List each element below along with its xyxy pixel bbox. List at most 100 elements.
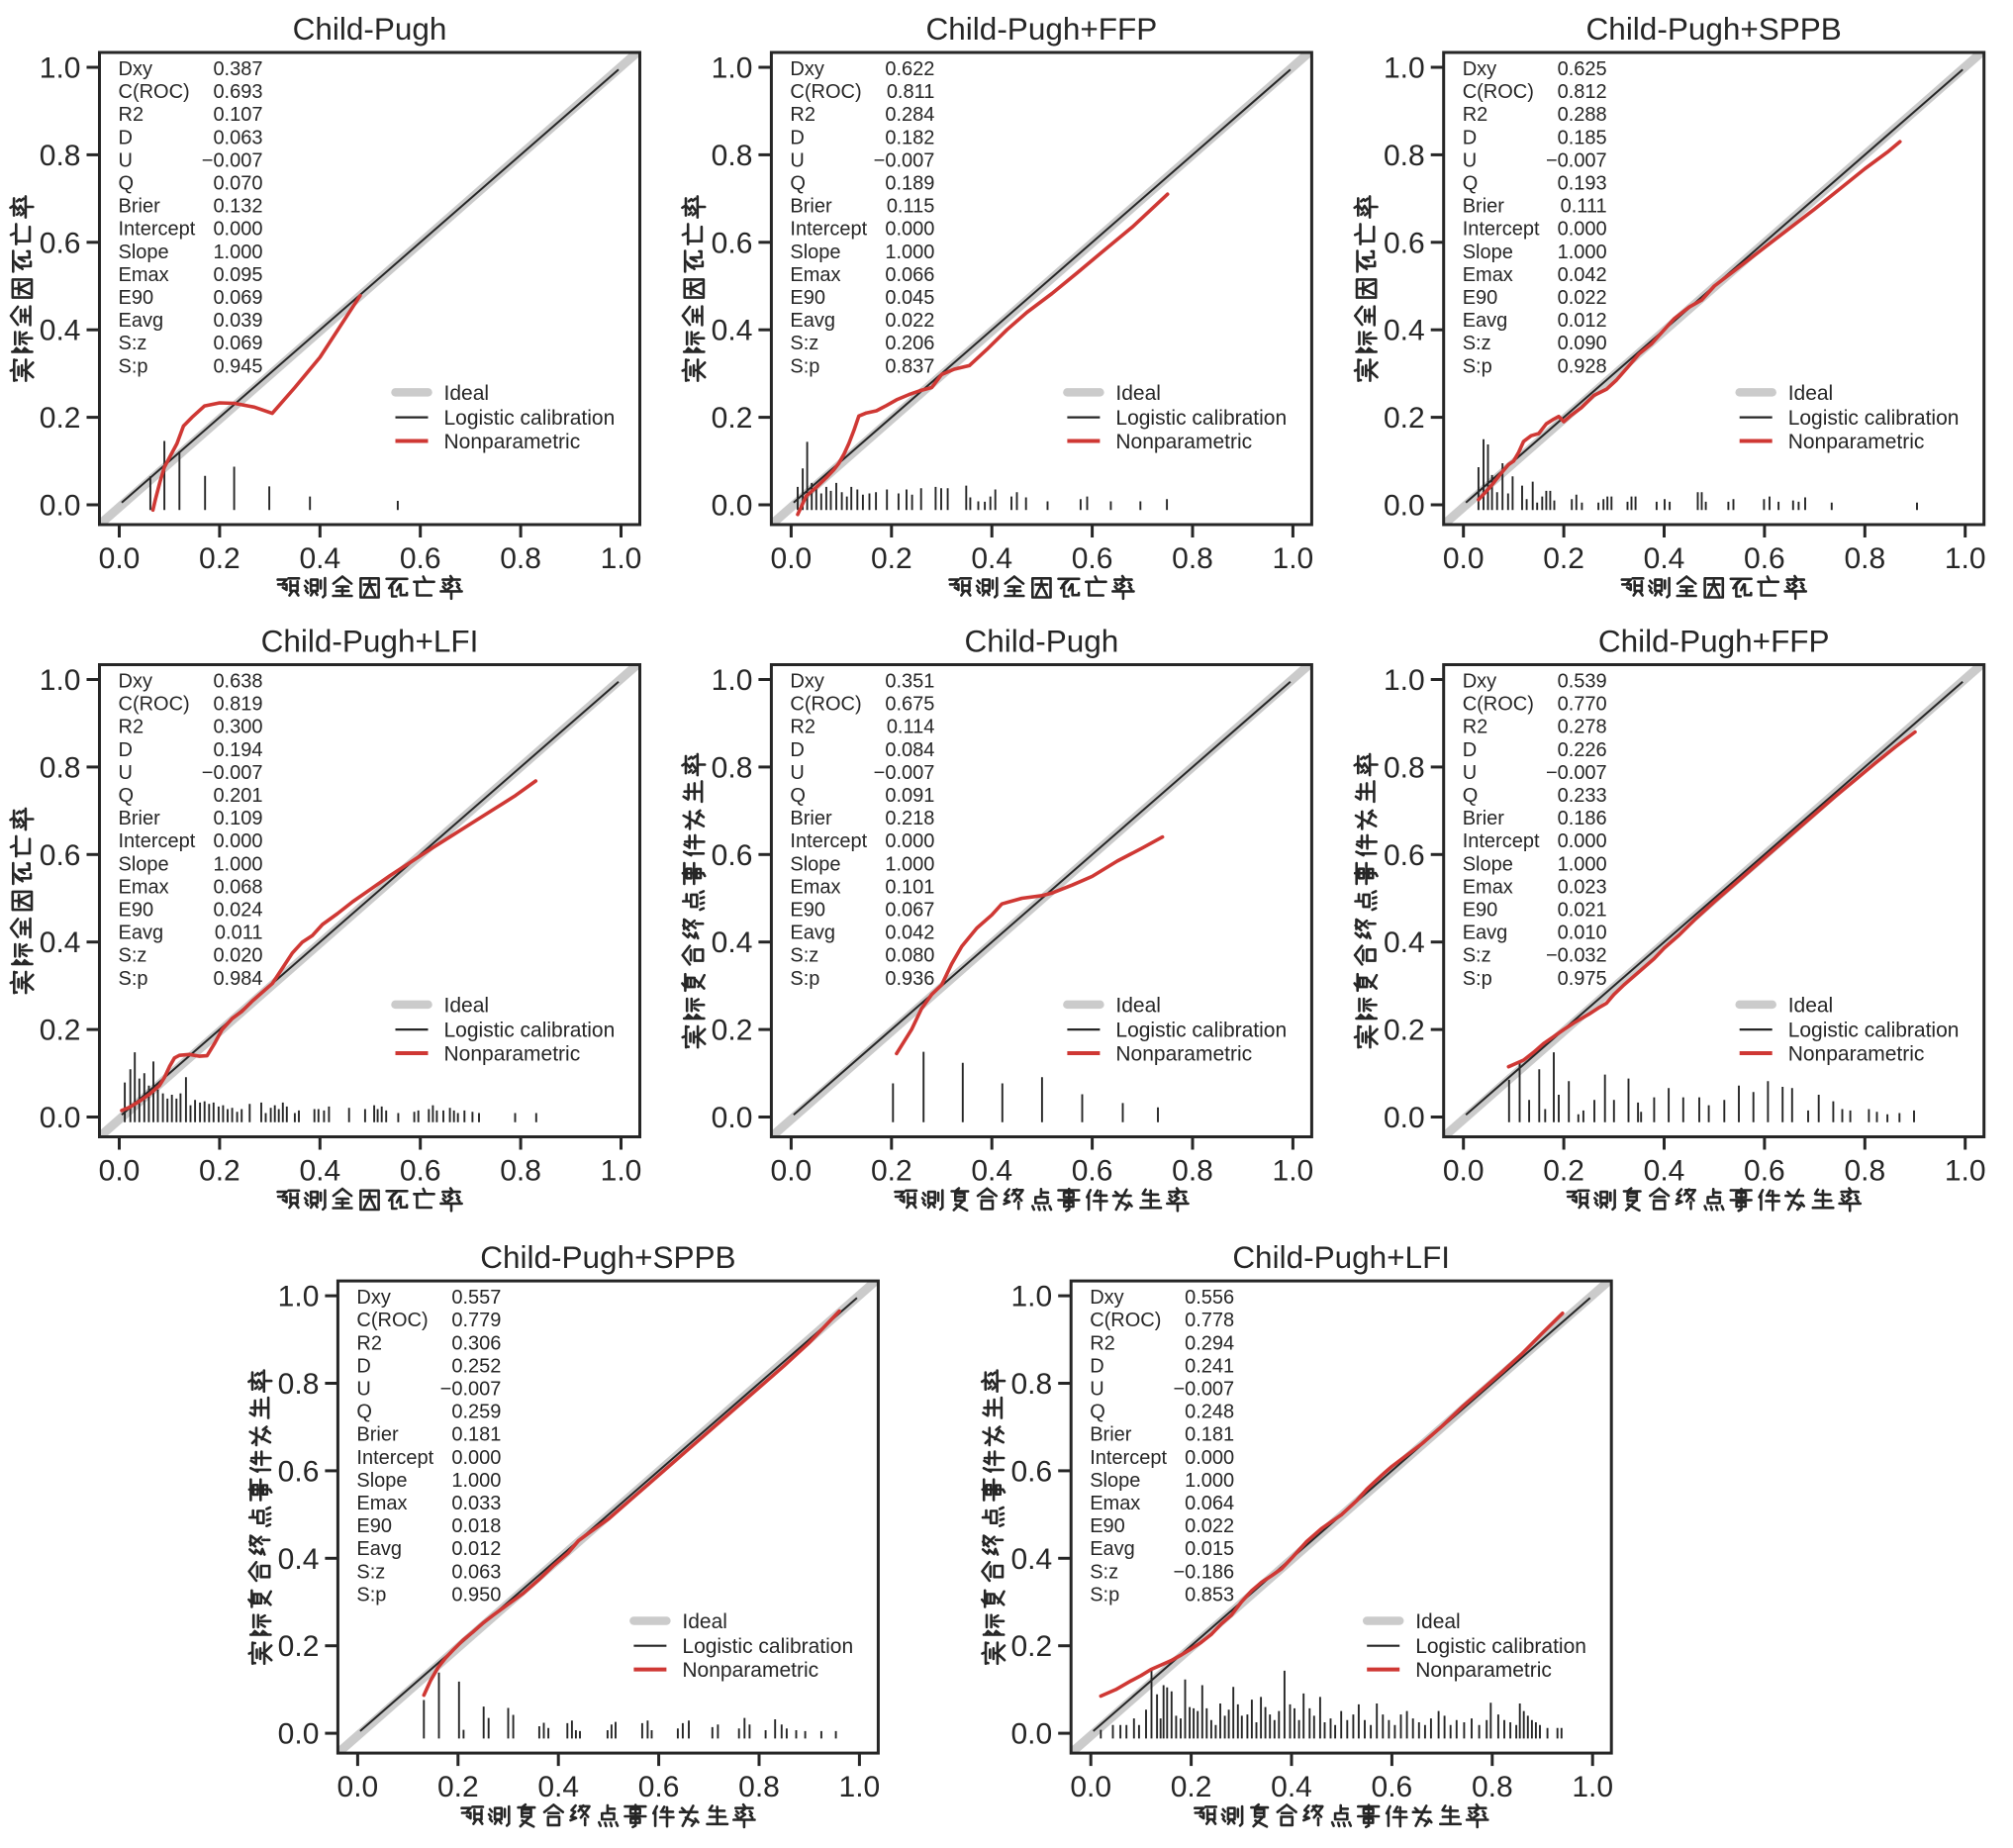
svg-text:0.0: 0.0 <box>99 542 141 575</box>
svg-text:0.351: 0.351 <box>885 671 934 693</box>
svg-text:0.0: 0.0 <box>1443 542 1485 575</box>
svg-text:C(ROC): C(ROC) <box>356 1310 428 1331</box>
svg-text:U: U <box>790 149 804 171</box>
svg-text:0.022: 0.022 <box>1558 287 1607 309</box>
svg-text:0.4: 0.4 <box>1384 315 1425 347</box>
svg-text:E90: E90 <box>1463 900 1498 922</box>
svg-text:0.288: 0.288 <box>1558 104 1607 126</box>
svg-text:1.0: 1.0 <box>1273 1155 1314 1188</box>
svg-text:0.6: 0.6 <box>278 1455 320 1488</box>
svg-text:0.8: 0.8 <box>500 1155 541 1188</box>
svg-text:Nonparametric: Nonparametric <box>1115 431 1252 453</box>
svg-text:S:z: S:z <box>1090 1561 1118 1583</box>
svg-text:0.4: 0.4 <box>971 1155 1012 1188</box>
svg-text:S:z: S:z <box>790 945 818 967</box>
svg-text:0.2: 0.2 <box>199 542 240 575</box>
svg-text:1.0: 1.0 <box>1273 542 1314 575</box>
svg-text:0.6: 0.6 <box>400 1155 441 1188</box>
svg-text:0.091: 0.091 <box>885 785 934 807</box>
svg-text:Logistic calibration: Logistic calibration <box>1788 407 1960 430</box>
svg-text:Q: Q <box>1463 173 1479 195</box>
svg-text:S:z: S:z <box>119 333 147 354</box>
svg-text:Intercept: Intercept <box>356 1447 433 1469</box>
svg-text:Q: Q <box>1463 785 1479 807</box>
svg-text:0.2: 0.2 <box>1543 542 1584 575</box>
svg-text:0.012: 0.012 <box>451 1538 501 1560</box>
svg-text:Slope: Slope <box>119 242 169 263</box>
svg-text:Dxy: Dxy <box>356 1287 390 1309</box>
svg-text:D: D <box>790 127 804 148</box>
svg-text:0.2: 0.2 <box>871 542 912 575</box>
svg-text:Child-Pugh+FFP: Child-Pugh+FFP <box>926 11 1158 47</box>
svg-text:0.693: 0.693 <box>213 81 262 103</box>
svg-text:0.084: 0.084 <box>885 739 934 761</box>
svg-text:0.0: 0.0 <box>278 1718 320 1751</box>
svg-text:1.0: 1.0 <box>601 542 642 575</box>
svg-text:0.039: 0.039 <box>213 310 262 332</box>
svg-text:Eavg: Eavg <box>790 923 835 944</box>
svg-text:0.770: 0.770 <box>1558 694 1607 716</box>
svg-text:S:z: S:z <box>119 945 147 967</box>
svg-text:−0.007: −0.007 <box>874 149 935 171</box>
svg-text:1.0: 1.0 <box>40 52 81 85</box>
svg-text:D: D <box>1463 739 1477 761</box>
svg-text:Nonparametric: Nonparametric <box>1415 1659 1552 1682</box>
svg-text:0.067: 0.067 <box>885 900 934 922</box>
svg-text:0.4: 0.4 <box>1644 542 1685 575</box>
svg-text:1.0: 1.0 <box>1945 1155 1986 1188</box>
svg-text:−0.007: −0.007 <box>1546 762 1607 784</box>
svg-text:Emax: Emax <box>1463 264 1513 286</box>
svg-text:Brier: Brier <box>119 196 161 218</box>
svg-text:0.259: 0.259 <box>451 1402 501 1423</box>
svg-text:0.2: 0.2 <box>437 1771 479 1803</box>
svg-text:U: U <box>119 149 133 171</box>
svg-text:0.6: 0.6 <box>40 227 81 259</box>
svg-text:0.625: 0.625 <box>1558 58 1607 80</box>
svg-text:C(ROC): C(ROC) <box>1463 694 1534 716</box>
svg-text:Nonparametric: Nonparametric <box>1788 431 1925 453</box>
svg-text:1.0: 1.0 <box>40 664 81 697</box>
svg-text:Q: Q <box>356 1402 372 1423</box>
svg-text:S:p: S:p <box>356 1584 386 1605</box>
svg-text:0.0: 0.0 <box>1010 1718 1052 1751</box>
svg-text:Emax: Emax <box>790 876 840 898</box>
svg-text:0.8: 0.8 <box>1844 1155 1885 1188</box>
svg-text:0.278: 0.278 <box>1558 717 1607 738</box>
svg-text:S:p: S:p <box>790 355 819 377</box>
svg-text:S:p: S:p <box>1090 1584 1119 1605</box>
svg-text:E90: E90 <box>119 287 154 309</box>
svg-text:S:p: S:p <box>119 355 148 377</box>
svg-text:R2: R2 <box>1090 1332 1115 1354</box>
svg-text:S:p: S:p <box>790 968 819 990</box>
svg-text:Logistic calibration: Logistic calibration <box>444 407 616 430</box>
svg-text:Nonparametric: Nonparametric <box>444 1043 581 1066</box>
svg-text:Dxy: Dxy <box>790 671 823 693</box>
svg-text:0.233: 0.233 <box>1558 785 1607 807</box>
svg-text:0.950: 0.950 <box>451 1584 501 1605</box>
svg-text:0.8: 0.8 <box>712 140 753 172</box>
svg-text:0.114: 0.114 <box>887 717 935 738</box>
svg-text:1.000: 1.000 <box>213 853 262 875</box>
svg-text:1.0: 1.0 <box>712 664 753 697</box>
svg-text:Slope: Slope <box>1463 242 1513 263</box>
svg-text:R2: R2 <box>1463 717 1488 738</box>
svg-text:1.0: 1.0 <box>601 1155 642 1188</box>
svg-text:0.2: 0.2 <box>712 402 753 435</box>
svg-text:C(ROC): C(ROC) <box>119 81 190 103</box>
svg-text:S:z: S:z <box>356 1561 385 1583</box>
svg-text:Eavg: Eavg <box>119 923 164 944</box>
svg-text:Brier: Brier <box>790 196 832 218</box>
svg-text:0.069: 0.069 <box>213 333 262 354</box>
svg-text:0.4: 0.4 <box>971 542 1012 575</box>
svg-text:0.0: 0.0 <box>99 1155 141 1188</box>
svg-text:1.000: 1.000 <box>213 242 262 263</box>
svg-text:−0.032: −0.032 <box>1546 945 1607 967</box>
svg-text:D: D <box>119 127 133 148</box>
svg-text:0.4: 0.4 <box>537 1771 579 1803</box>
svg-text:0.2: 0.2 <box>1384 1015 1425 1047</box>
svg-text:0.853: 0.853 <box>1185 1584 1234 1605</box>
svg-text:0.000: 0.000 <box>885 830 934 852</box>
svg-text:E90: E90 <box>1090 1515 1125 1537</box>
svg-text:0.975: 0.975 <box>1558 968 1607 990</box>
svg-text:0.837: 0.837 <box>885 355 934 377</box>
